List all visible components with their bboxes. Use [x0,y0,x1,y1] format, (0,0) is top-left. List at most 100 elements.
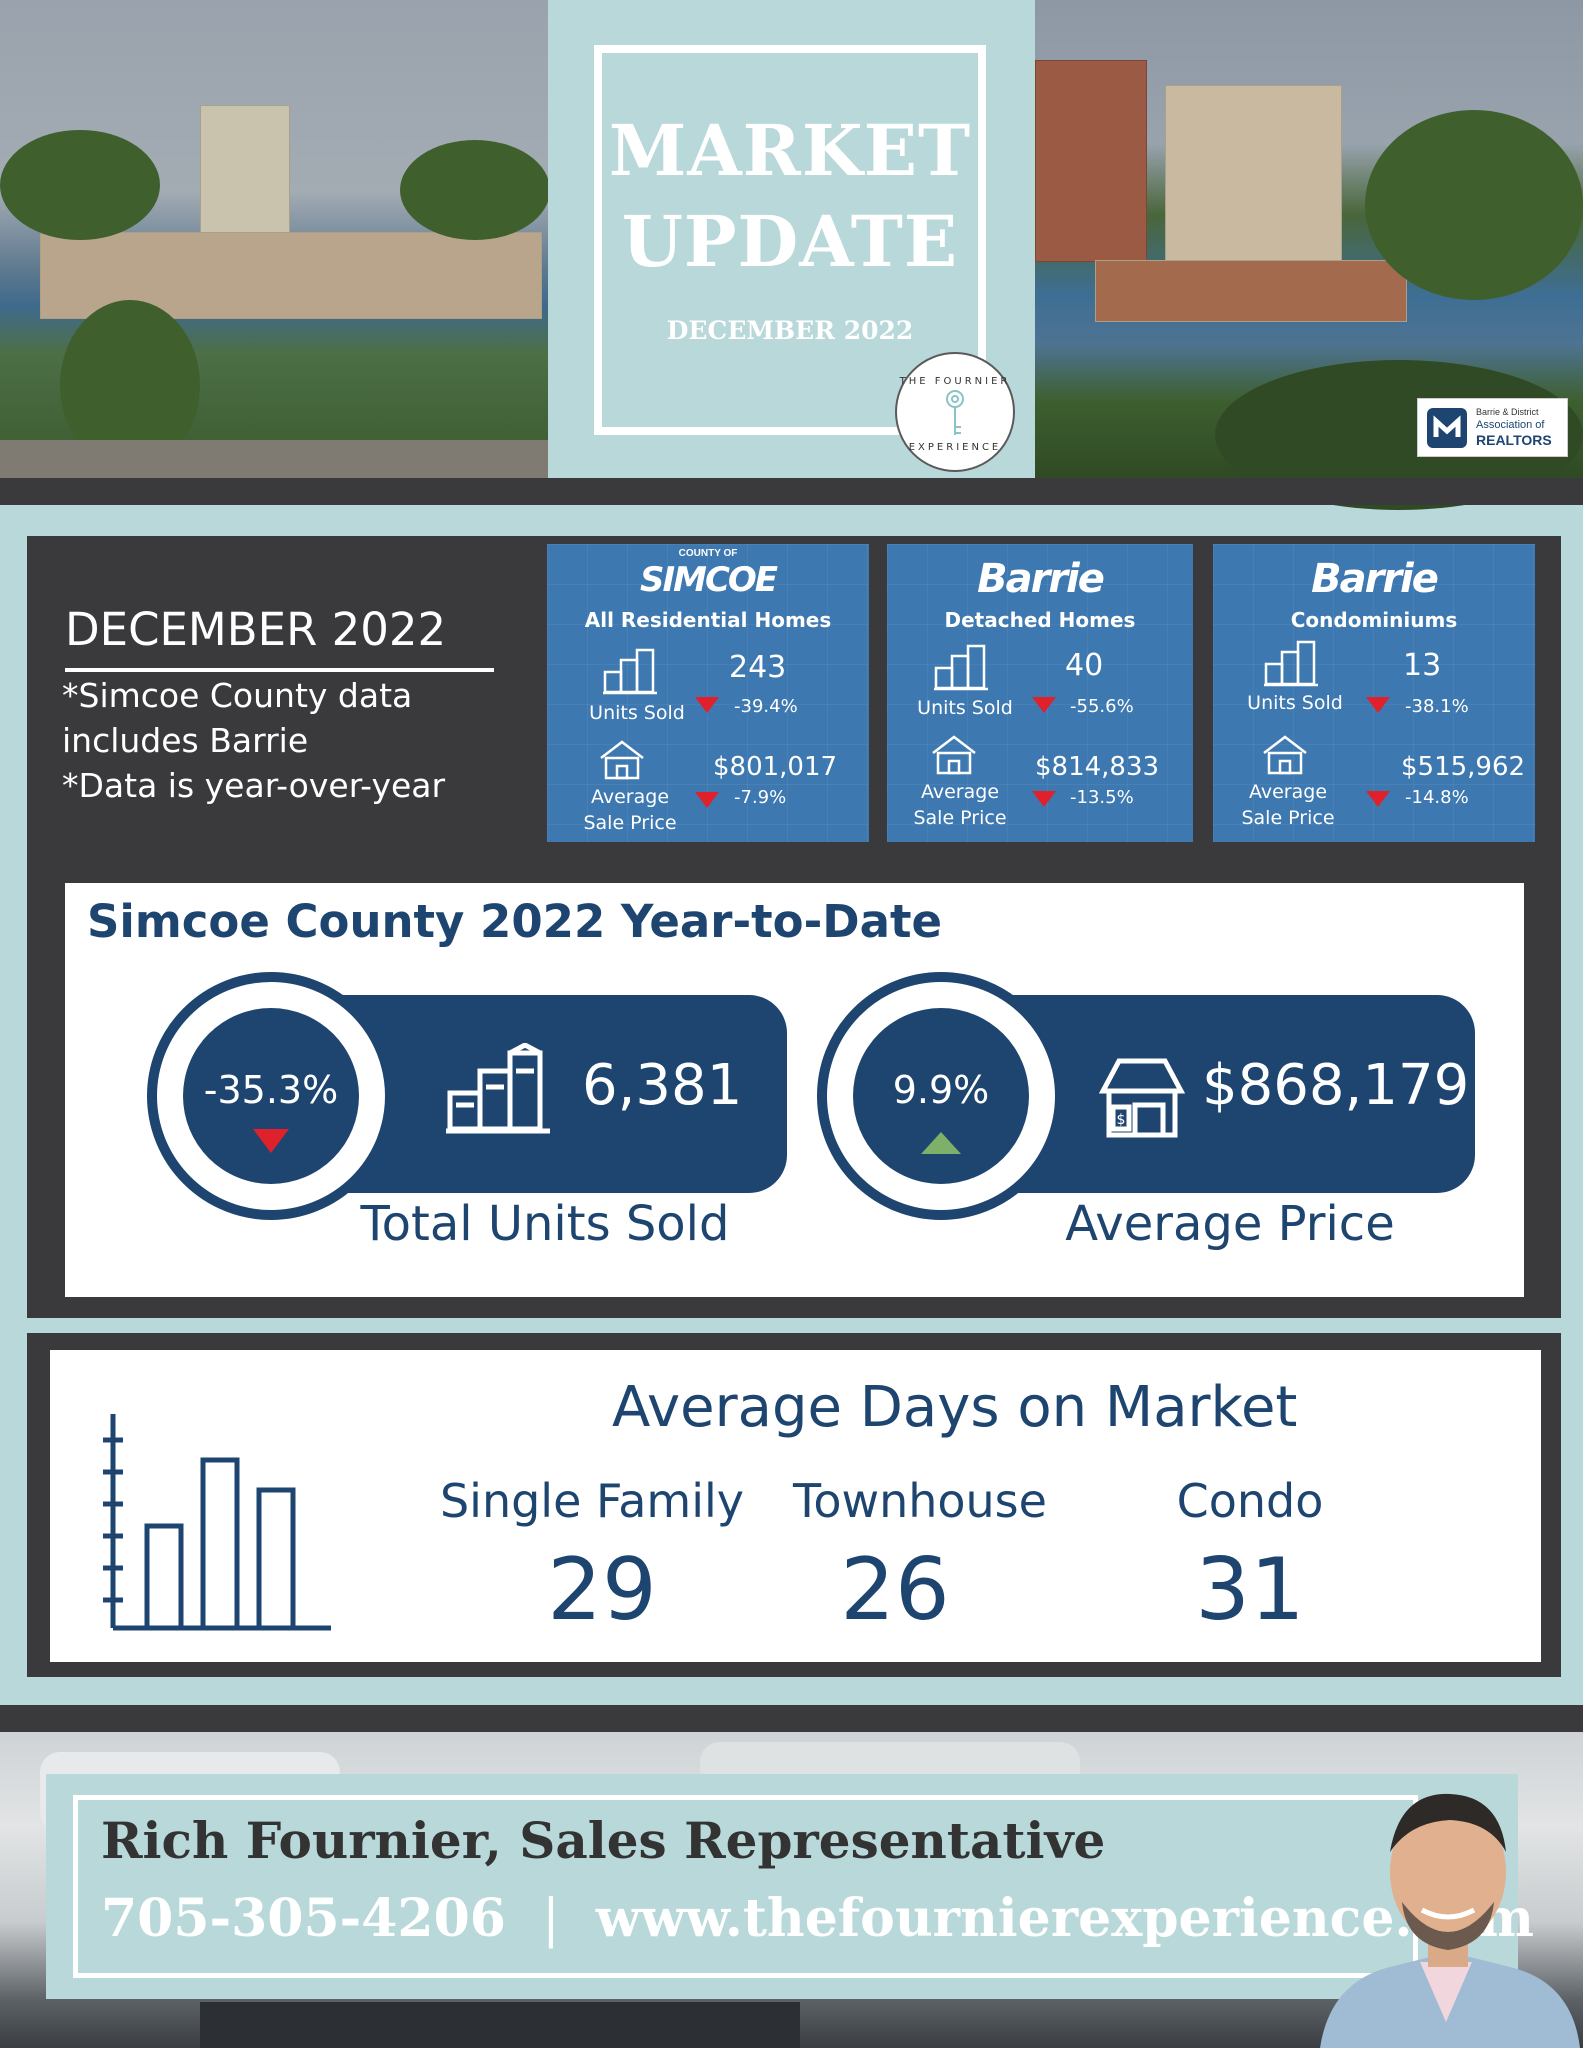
barrie-logo: Barrie [1311,556,1439,602]
tree [1365,110,1583,300]
card-brand-top: COUNTY OF [678,548,738,559]
units-sold-value: 243 [729,650,787,685]
avg-price-label-2: Sale Price [1241,807,1335,829]
brick-tower [1035,60,1147,262]
card-subtitle: Detached Homes [944,608,1136,632]
simcoe-logo: SIMCOE [639,560,778,600]
avg-price-label: Average Sale Price [575,784,685,836]
buildings-icon [446,1043,550,1134]
bar-chart-icon [103,1414,331,1631]
average-price-pill: $ $868,179 [1007,995,1475,1193]
single-family-label: Single Family [439,1474,745,1528]
average-price-change-circle: 9.9% [853,1008,1029,1184]
title-market: MARKET [608,109,972,192]
coffee-table [200,2002,800,2048]
total-units-change-circle: -35.3% [183,1008,359,1184]
card-subtitle: All Residential Homes [584,608,832,632]
barrie-waterfront-photo-left [0,0,550,478]
board-logo-line2: Association of [1476,419,1545,431]
buildings-icon [934,644,988,691]
units-sold-change: -38.1% [1405,696,1469,717]
ytd-title: Simcoe County 2022 Year-to-Date [87,895,942,948]
total-units-pill: 6,381 [340,995,787,1193]
up-arrow-icon [921,1132,961,1154]
card-subtitle: Condominiums [1290,608,1458,632]
buildings-icon [603,648,657,695]
svg-text:$: $ [1117,1112,1126,1128]
key-icon [946,390,964,435]
contact-panel [46,1774,1518,1999]
avg-price-label-2: Sale Price [913,807,1007,829]
down-arrow-icon [1366,791,1390,807]
units-sold-change: -55.6% [1070,696,1134,717]
down-arrow-icon [1032,791,1056,807]
tree [0,130,160,240]
units-sold-value: 13 [1403,648,1442,683]
avg-price-label-1: Average [1248,781,1328,803]
realtors-association-logo: Barrie & District Association of REALTOR… [1417,398,1568,457]
condo-days: 31 [1195,1540,1305,1640]
agent-name: Rich Fournier, Sales Representative [101,1811,1106,1870]
title-update: UPDATE [621,200,959,283]
contact-separator: | [542,1889,560,1949]
card-barrie-detached: Barrie Detached Homes Units Sold 40 -55.… [887,544,1193,842]
phone-number[interactable]: 705-305-4206 [101,1888,506,1949]
avg-price-label: Average Sale Price [905,779,1015,831]
house-icon [1263,735,1307,775]
shoreline-rocks [0,440,548,478]
house-icon: $ [1099,1058,1185,1138]
avg-price-change: -7.9% [734,787,787,808]
december-title: DECEMBER 2022 [65,603,447,656]
down-arrow-icon [253,1129,289,1153]
card-simcoe-all-residential: COUNTY OF SIMCOE All Residential Homes U… [547,544,869,842]
title-date: DECEMBER 2022 [666,316,914,345]
barrie-logo: Barrie [977,556,1105,602]
avg-price-change: -13.5% [1070,787,1134,808]
average-price-change: 9.9% [892,1068,990,1112]
december-note-3: *Data is year-over-year [62,766,446,805]
units-sold-value: 40 [1065,648,1104,683]
agent-portrait [1320,1793,1580,2048]
days-on-market-title: Average Days on Market [612,1375,1298,1440]
tree [400,140,550,240]
townhouse-days: 26 [840,1540,950,1640]
avg-price-change: -14.8% [1405,787,1469,808]
badge-text-top: THE FOURNIER [899,376,1011,387]
units-sold-change: -39.4% [734,696,798,717]
days-on-market-panel [50,1350,1541,1662]
units-sold-label: Units Sold [1247,692,1343,714]
townhouse-label: Townhouse [793,1474,1047,1528]
avg-price-label-1: Average [590,786,670,808]
website-link[interactable]: www.thefournierexperience.com [595,1888,1534,1949]
card-barrie-condominiums: Barrie Condominiums Units Sold 13 -38.1%… [1213,544,1535,842]
divider-strip [0,478,1583,505]
down-arrow-icon [1366,697,1390,713]
total-units-label: Total Units Sold [360,1196,730,1252]
avg-price-label-2: Sale Price [583,812,677,834]
units-sold-label: Units Sold [589,702,685,724]
down-arrow-icon [695,697,719,713]
contact-line: 705-305-4206 | www.thefournierexperience… [101,1888,1534,1949]
city-hall-tower [200,105,290,247]
waterfront-building [1095,260,1407,322]
down-arrow-icon [695,792,719,808]
december-note-1: *Simcoe County data [62,676,413,715]
buildings-icon [1264,640,1318,687]
average-price-label: Average Price [1065,1196,1395,1252]
badge-text-bottom: EXPERIENCE [908,442,1002,453]
units-sold-label: Units Sold [917,697,1013,719]
average-price-value: $868,179 [1202,1053,1470,1118]
down-arrow-icon [1032,697,1056,713]
total-units-value: 6,381 [582,1053,743,1118]
single-family-days: 29 [547,1540,657,1640]
avg-price-value: $801,017 [713,752,838,782]
title-frame: MARKET UPDATE DECEMBER 2022 [594,45,986,435]
december-rule [65,668,494,672]
realtors-logo-icon [1427,408,1467,448]
house-icon [932,735,976,775]
condo-label: Condo [1176,1474,1324,1528]
house-icon [600,740,644,780]
divider-strip [0,1705,1583,1732]
avg-price-label: Average Sale Price [1233,779,1343,831]
december-note-2: includes Barrie [62,721,309,760]
